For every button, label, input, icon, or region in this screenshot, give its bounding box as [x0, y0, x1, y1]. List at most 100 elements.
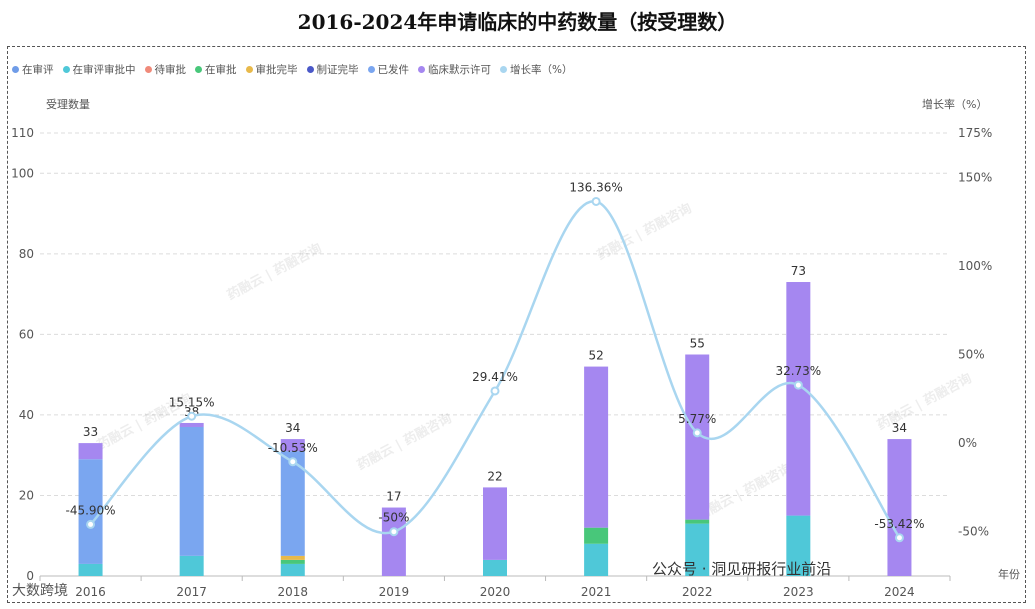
bar-total-label: 17 [386, 490, 401, 504]
legend-label: 制证完毕 [316, 63, 359, 76]
legend-marker [195, 65, 202, 73]
brand-watermark: 药融云 | 药融咨询 [694, 460, 794, 523]
bar-segment [381, 507, 406, 576]
bar-segment [280, 563, 305, 576]
bar-total-label: 73 [791, 264, 806, 278]
legend-label: 已发件 [377, 63, 410, 76]
legend-marker [245, 65, 253, 73]
legend-item[interactable]: 待审批 [144, 62, 187, 76]
legend-marker [144, 65, 152, 73]
growth-rate-point [894, 533, 904, 543]
x-tick-label: 2022 [682, 585, 713, 599]
growth-rate-label: 5.77% [678, 412, 716, 426]
bar-segment [280, 559, 305, 564]
account-watermark: 公众号 · 洞见研报行业前沿 [652, 560, 832, 578]
bar-segment [584, 366, 609, 528]
bar-segment [786, 282, 811, 516]
x-tick-label: 2016 [75, 585, 106, 599]
y-axis-title: 受理数量 [46, 98, 90, 111]
growth-rate-point [591, 196, 601, 206]
y-tick-label: 60 [19, 327, 34, 341]
legend-label: 审批完毕 [255, 63, 298, 76]
x-tick-label: 2021 [581, 585, 612, 599]
growth-rate-point [793, 380, 803, 390]
bar-segment [78, 563, 103, 576]
bar-total-label: 55 [690, 337, 705, 351]
bar-segment [685, 519, 710, 524]
legend-marker [12, 65, 19, 73]
bar-segment [78, 459, 103, 564]
y2-axis-title: 增长率（%） [922, 98, 988, 111]
x-tick-label: 2024 [884, 585, 915, 599]
y-tick-label: 20 [19, 488, 34, 502]
legend-label: 在审评审批中 [72, 63, 136, 76]
growth-rate-point [490, 386, 500, 396]
growth-rate-label: 136.36% [569, 180, 622, 194]
legend-item[interactable]: 增长率（%） [500, 62, 572, 76]
legend-item[interactable]: 已发件 [367, 62, 410, 76]
growth-rate-point [389, 527, 399, 537]
bar-segment [483, 487, 507, 560]
legend-item[interactable]: 临床默示许可 [418, 62, 491, 76]
x-tick-label: 2019 [379, 585, 410, 599]
growth-rate-point [187, 411, 197, 421]
x-tick-label: 2018 [278, 585, 309, 599]
growth-rate-label: 29.41% [472, 370, 518, 384]
y-tick-label: 110 [11, 126, 34, 140]
legend-label: 待审批 [154, 63, 187, 76]
legend-label: 在审评 [22, 63, 54, 76]
bar-total-label: 34 [285, 421, 300, 435]
bar-segment [179, 426, 204, 556]
x-tick-label: 2017 [176, 585, 207, 599]
legend-marker [500, 65, 507, 73]
legend-item[interactable]: 审批完毕 [245, 62, 298, 76]
legend-marker [62, 65, 70, 73]
y2-tick-label: 50% [958, 348, 985, 362]
chart-title: 2016-2024年申请临床的中药数量（按受理数） [297, 10, 738, 34]
bar-segment [280, 555, 305, 560]
bar-segment [584, 527, 609, 544]
bar-total-label: 22 [487, 469, 502, 483]
growth-rate-point [288, 457, 298, 467]
x-tick-label: 2020 [480, 585, 511, 599]
bar-total-label: 34 [892, 421, 907, 435]
bar-segment [179, 555, 204, 576]
bar-segment [685, 523, 710, 576]
y-tick-label: 80 [19, 247, 34, 261]
growth-rate-label: 15.15% [169, 395, 215, 409]
bar-segment [786, 515, 811, 576]
bar-segment [584, 543, 609, 576]
growth-rate-label: -45.90% [66, 503, 116, 517]
brand-watermark: 药融云 | 药融咨询 [224, 240, 324, 303]
bar-segment [179, 422, 204, 427]
bar-segment [887, 439, 912, 576]
growth-rate-line [89, 200, 901, 539]
y2-tick-label: 150% [958, 170, 992, 184]
bar-segment [483, 559, 507, 576]
growth-rate-label: -50% [378, 511, 409, 525]
growth-rate-label: 32.73% [775, 364, 821, 378]
legend-item[interactable]: 在审批 [195, 62, 237, 76]
x-axis-title: 年份 [998, 568, 1020, 581]
x-tick-label: 2023 [783, 585, 814, 599]
y-tick-label: 40 [19, 408, 34, 422]
legend-label: 临床默示许可 [428, 63, 491, 76]
bar-total-label: 52 [588, 349, 603, 363]
legend-item[interactable]: 制证完毕 [306, 62, 359, 76]
y2-tick-label: -50% [958, 525, 989, 539]
legend-label: 增长率（%） [510, 63, 573, 76]
y-tick-label: 100 [11, 166, 34, 180]
legend-label: 在审批 [205, 63, 237, 76]
chart-frame [7, 46, 1026, 603]
brand-watermark: 药融云 | 药融咨询 [354, 410, 454, 473]
growth-rate-label: -53.42% [874, 517, 924, 531]
y2-tick-label: 0% [958, 436, 977, 450]
legend-item[interactable]: 在审评 [12, 62, 54, 76]
y2-tick-label: 175% [958, 126, 992, 140]
growth-rate-point [86, 519, 96, 529]
bar-segment [280, 439, 305, 452]
legend-item[interactable]: 在审评审批中 [62, 62, 136, 76]
growth-rate-point [692, 428, 702, 438]
y2-tick-label: 100% [958, 259, 992, 273]
